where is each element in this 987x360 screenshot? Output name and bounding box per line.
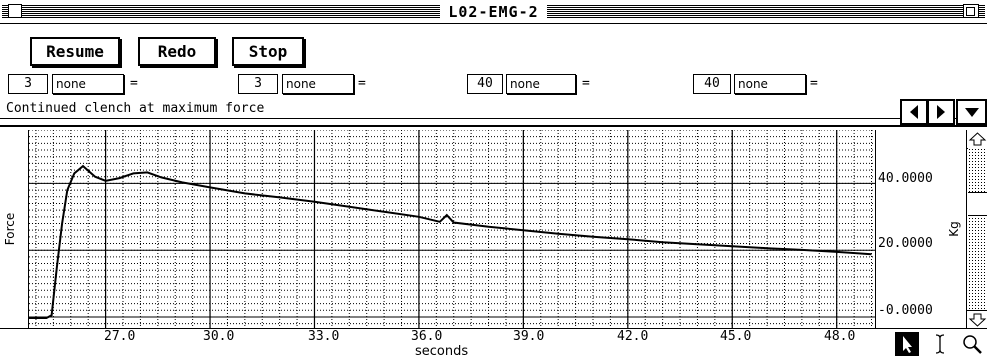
channel-option-popup[interactable]: none xyxy=(506,74,576,94)
arrow-tool-icon[interactable] xyxy=(895,332,919,356)
right-arrow-icon xyxy=(937,105,945,119)
title-bar[interactable]: L02-EMG-2 xyxy=(0,0,987,24)
x-tick-label: 27.0 xyxy=(104,329,136,344)
left-arrow-icon xyxy=(910,105,918,119)
scroll-up-icon[interactable] xyxy=(967,130,987,149)
x-tick-label: 48.0 xyxy=(824,329,856,344)
x-axis-title: seconds xyxy=(415,344,469,359)
x-tick-label: 45.0 xyxy=(720,329,752,344)
channel-equals: = xyxy=(358,76,366,91)
x-tick-label: 39.0 xyxy=(513,329,545,344)
x-tick-label: 30.0 xyxy=(203,329,235,344)
stop-button[interactable]: Stop xyxy=(232,37,304,66)
channel-option-popup[interactable]: none xyxy=(734,74,806,94)
redo-button[interactable]: Redo xyxy=(138,37,216,66)
channel-equals: = xyxy=(582,76,590,91)
x-tick-label: 42.0 xyxy=(617,329,649,344)
divider xyxy=(0,328,987,329)
scroll-track[interactable] xyxy=(968,148,987,310)
y-axis-label-left: Force xyxy=(3,212,18,246)
y-axis-label-right: Kg xyxy=(946,221,961,237)
scroll-right-button[interactable] xyxy=(927,99,955,125)
y-tick-label: 20.0000 xyxy=(878,236,933,251)
window-title: L02-EMG-2 xyxy=(0,0,987,24)
zoom-tool-icon[interactable] xyxy=(960,332,984,356)
scroll-left-button[interactable] xyxy=(900,99,928,125)
plot-grid xyxy=(29,130,875,328)
channel-number-field[interactable]: 3 xyxy=(238,74,278,94)
vertical-scrollbar[interactable] xyxy=(966,130,987,329)
channel-number-field[interactable]: 3 xyxy=(8,74,48,94)
ibeam-tool-icon[interactable] xyxy=(928,332,952,356)
zoom-box-icon[interactable] xyxy=(963,4,979,18)
channel-option-popup[interactable]: none xyxy=(52,74,124,94)
down-arrow-icon xyxy=(964,108,979,117)
plot-frame xyxy=(0,125,987,334)
channel-option-popup[interactable]: none xyxy=(282,74,354,94)
channel-number-field[interactable]: 40 xyxy=(693,74,731,94)
x-tick-label: 36.0 xyxy=(411,329,443,344)
y-tick-label: 40.0000 xyxy=(878,171,933,186)
channel-equals: = xyxy=(130,76,138,91)
data-trace xyxy=(29,164,872,319)
channel-number-field[interactable]: 40 xyxy=(467,74,503,94)
channel-equals: = xyxy=(810,76,818,91)
plot-canvas[interactable] xyxy=(29,130,875,328)
dropdown-button[interactable] xyxy=(956,99,987,125)
journal-text[interactable]: Continued clench at maximum force xyxy=(6,101,265,116)
waveform-plot[interactable] xyxy=(28,130,876,328)
scroll-down-icon[interactable] xyxy=(967,310,987,329)
close-box-icon[interactable] xyxy=(8,4,22,18)
y-tick-label: -0.0000 xyxy=(878,303,933,318)
scroll-thumb[interactable] xyxy=(968,192,987,216)
x-tick-label: 33.0 xyxy=(308,329,340,344)
resume-button[interactable]: Resume xyxy=(30,37,120,66)
divider xyxy=(0,118,987,119)
